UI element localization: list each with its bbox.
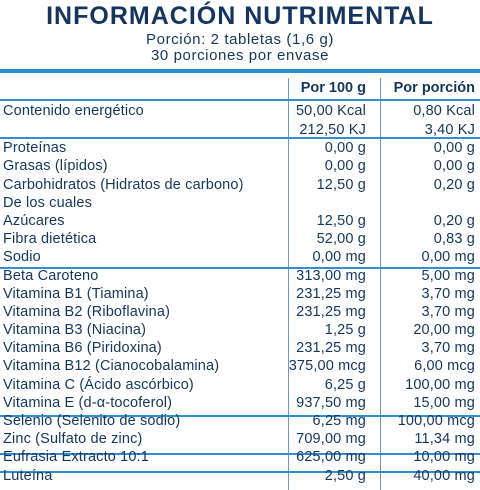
table-row: Vitamina B3 (Niacina) 1,25 g 20,00 mg	[0, 321, 480, 339]
value-per100: 0,00 g	[324, 140, 366, 157]
table-header: Por 100 g Por porción	[0, 78, 480, 98]
nutrient-name: Vitamina B12 (Cianocobalamina)	[3, 358, 220, 375]
value-per-portion: 0,00 mg	[421, 249, 475, 266]
value-per100: 709,00 mg	[296, 431, 366, 448]
table-row: Grasas (lípidos) 0,00 g 0,00 g	[0, 157, 480, 175]
table-row: De los cuales	[0, 194, 480, 212]
value-per-portion: 10,00 mg	[413, 449, 475, 466]
servings-text: 30 porciones por envase	[150, 47, 330, 64]
nutrient-name: Grasas (lípidos)	[3, 158, 108, 175]
nutrient-name: Proteínas	[3, 140, 67, 157]
table-row: Fibra dietética 52,00 g 0,83 g	[0, 230, 480, 248]
nutrient-name: Zinc (Sulfato de zinc)	[3, 431, 143, 448]
section-divider	[0, 471, 480, 473]
value-per-portion: 0,20 g	[433, 212, 475, 229]
value-per100: 375,00 mcg	[288, 358, 366, 375]
value-per-portion: 6,00 mcg	[414, 358, 475, 375]
value-per100: 6,25 mg	[312, 413, 366, 429]
value-per-portion: 0,83 g	[433, 231, 475, 248]
value-per100: 231,25 mg	[296, 285, 366, 302]
value-per-portion: 3,70 mg	[421, 340, 475, 357]
section-divider	[0, 99, 480, 101]
value-per100: 12,50 g	[316, 212, 366, 229]
nutrient-name: Vitamina C (Ácido ascórbico)	[3, 376, 194, 393]
value-per-portion: 20,00 mg	[413, 322, 475, 339]
nutrient-name: Contenido energético	[3, 103, 144, 119]
value-per100: 50,00 Kcal	[295, 103, 366, 119]
table-row: Selenio (Selenito de sodio) 6,25 mg 100,…	[0, 412, 480, 430]
value-per-portion: 100,00 mcg	[397, 413, 475, 429]
table-row: Vitamina B1 (Tiamina) 231,25 mg 3,70 mg	[0, 285, 480, 303]
value-per100: 231,25 mg	[296, 340, 366, 357]
value-per100: 52,00 g	[316, 231, 366, 248]
value-per100: 313,00 mg	[296, 267, 366, 284]
value-per100: 0,00 g	[324, 158, 366, 175]
nutrient-name: Eufrasia Extracto 10:1	[3, 449, 149, 466]
value-per100: 1,25 g	[324, 322, 366, 339]
value-per100: 212,50 KJ	[299, 122, 366, 138]
table-row: Proteínas 0,00 g 0,00 g	[0, 139, 480, 157]
table-row: Eufrasia Extracto 10:1 625,00 mg 10,00 m…	[0, 448, 480, 466]
section-divider	[0, 137, 480, 139]
nutrient-name: Vitamina B1 (Tiamina)	[3, 285, 149, 302]
value-per-portion: 0,00 g	[433, 158, 475, 175]
nutrient-name: Carbohidratos (Hidratos de carbono)	[3, 176, 244, 193]
column-header-per-portion: Por porción	[393, 80, 475, 96]
table-row: 212,50 KJ 3,40 KJ	[0, 121, 480, 139]
nutrient-name: Sodio	[3, 249, 41, 266]
nutrient-name: Azúcares	[3, 212, 65, 229]
top-divider	[0, 69, 480, 73]
nutrient-name: Beta Caroteno	[3, 267, 99, 284]
column-divider	[380, 78, 381, 490]
nutrient-name: Selenio (Selenito de sodio)	[3, 413, 181, 429]
value-per100: 231,25 mg	[296, 303, 366, 320]
section-divider	[0, 453, 480, 455]
nutrient-name: Vitamina B2 (Riboflavina)	[3, 303, 171, 320]
value-per100: 625,00 mg	[296, 449, 366, 466]
table-row: Beta Caroteno 313,00 mg 5,00 mg	[0, 267, 480, 285]
table-row: Vitamina B12 (Cianocobalamina) 375,00 mc…	[0, 357, 480, 375]
table-row: Zinc (Sulfato de zinc) 709,00 mg 11,34 m…	[0, 430, 480, 448]
value-per-portion: 3,40 KJ	[424, 122, 475, 138]
value-per100: 2,50 g	[324, 467, 366, 484]
value-per-portion: 0,80 Kcal	[413, 103, 475, 119]
value-per-portion: 100,00 mg	[405, 376, 475, 393]
table-row: Vitamina E (d-α-tocoferol) 937,50 mg 15,…	[0, 394, 480, 412]
nutrient-name: Fibra dietética	[3, 231, 97, 248]
value-per-portion: 5,00 mg	[421, 267, 475, 284]
nutrient-name: Vitamina E (d-α-tocoferol)	[3, 394, 173, 411]
value-per-portion: 0,00 g	[433, 140, 475, 157]
table-row: Luteína 2,50 g 40,00 mg	[0, 467, 480, 485]
table-row: Sodio 0,00 mg 0,00 mg	[0, 248, 480, 266]
value-per-portion: 15,00 mg	[413, 394, 475, 411]
table-row: Vitamina B2 (Riboflavina) 231,25 mg 3,70…	[0, 303, 480, 321]
value-per-portion: 3,70 mg	[421, 285, 475, 302]
column-header-per100: Por 100 g	[300, 80, 366, 96]
section-divider	[0, 267, 480, 269]
table-row: Contenido energético 50,00 Kcal 0,80 Kca…	[0, 101, 480, 121]
value-per100: 6,25 g	[324, 376, 366, 393]
nutrient-name: Vitamina B6 (Piridoxina)	[3, 340, 162, 357]
nutrient-table: Contenido energético 50,00 Kcal 0,80 Kca…	[0, 100, 480, 485]
value-per-portion: 0,20 g	[433, 176, 475, 193]
portion-text: Porción: 2 tabletas (1,6 g)	[146, 31, 334, 48]
table-row: Carbohidratos (Hidratos de carbono) 12,5…	[0, 176, 480, 194]
value-per100: 12,50 g	[316, 176, 366, 193]
value-per100: 0,00 mg	[312, 249, 366, 266]
table-row: Azúcares 12,50 g 0,20 g	[0, 212, 480, 230]
value-per100: 937,50 mg	[296, 394, 366, 411]
table-row: Vitamina B6 (Piridoxina) 231,25 mg 3,70 …	[0, 339, 480, 357]
nutrient-name: De los cuales	[3, 194, 92, 211]
value-per-portion: 11,34 mg	[414, 431, 475, 448]
section-divider	[0, 415, 480, 417]
value-per-portion: 40,00 mg	[413, 467, 475, 484]
page-title: INFORMACIÓN NUTRIMENTAL	[46, 2, 434, 30]
nutrient-name: Vitamina B3 (Niacina)	[3, 322, 147, 339]
column-divider	[288, 78, 289, 490]
table-row: Vitamina C (Ácido ascórbico) 6,25 g 100,…	[0, 376, 480, 394]
nutrient-name: Luteína	[3, 467, 53, 484]
value-per-portion: 3,70 mg	[421, 303, 475, 320]
